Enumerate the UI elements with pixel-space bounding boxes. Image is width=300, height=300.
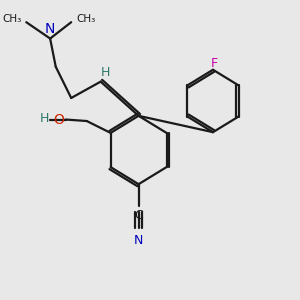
Text: O: O [53,112,64,127]
Text: C: C [134,209,143,222]
Text: N: N [45,22,55,36]
Text: F: F [211,57,218,70]
Text: H: H [40,112,49,125]
Text: CH₃: CH₃ [76,14,95,24]
Text: CH₃: CH₃ [2,14,21,24]
Text: N: N [134,234,143,247]
Text: H: H [101,66,110,79]
